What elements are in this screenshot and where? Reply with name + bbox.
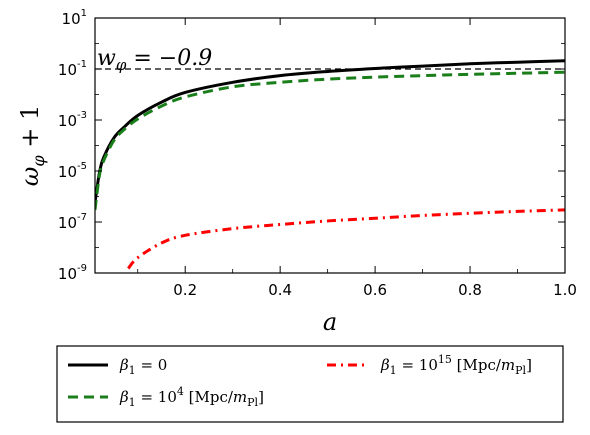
x-tick-label: 1.0 bbox=[553, 281, 577, 299]
y-tick-label: 10-3 bbox=[58, 110, 87, 130]
x-tick-label: 0.8 bbox=[458, 281, 482, 299]
plot-area: wφ = −0.9 bbox=[95, 46, 565, 270]
legend: β1 = 0 β1 = 104 [Mpc/mPl] β1 = 1015 [Mpc/m… bbox=[56, 345, 564, 423]
legend-label-1: β1 = 0 bbox=[119, 356, 167, 377]
reference-line-label: wφ = −0.9 bbox=[97, 46, 212, 74]
legend-label-2: β1 = 104 [Mpc/mPl] bbox=[119, 385, 264, 409]
legend-box bbox=[56, 345, 564, 423]
x-tick-label: 0.4 bbox=[268, 281, 292, 299]
axes: 0.2 0.4 0.6 0.8 1.0 10-9 10-7 10-5 10-3 10-1 101 a ω… bbox=[16, 8, 577, 336]
y-tick-label: 10-9 bbox=[58, 263, 87, 283]
y-tick-label: 10-7 bbox=[58, 212, 87, 232]
series-line-2 bbox=[95, 70, 565, 211]
y-tick-label: 101 bbox=[62, 8, 87, 28]
x-axis-label: a bbox=[323, 308, 337, 336]
y-tick-label: 10-5 bbox=[58, 161, 87, 181]
legend-label-3: β1 = 1015 [Mpc/mPl] bbox=[380, 353, 532, 377]
x-tick-label: 0.2 bbox=[173, 281, 197, 299]
x-tick-label: 0.6 bbox=[363, 281, 387, 299]
series-line-1 bbox=[95, 59, 565, 203]
y-tick-label: 10-1 bbox=[58, 59, 87, 79]
y-axis-label: ωφ + 1 bbox=[16, 105, 48, 186]
series-line-3 bbox=[127, 208, 565, 270]
